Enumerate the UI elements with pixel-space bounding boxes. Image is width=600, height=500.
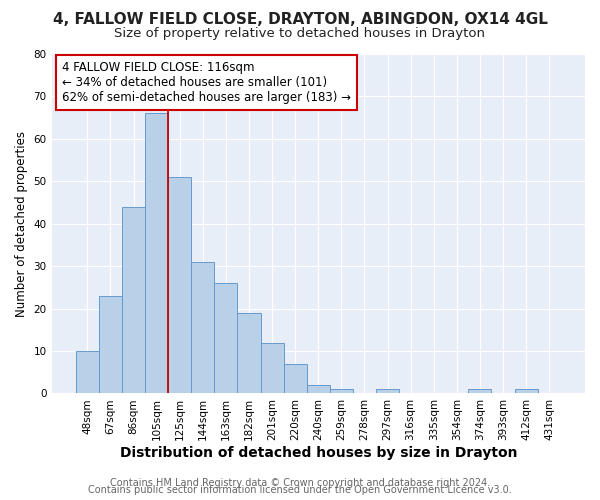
Bar [469, 389, 491, 394]
Text: Size of property relative to detached houses in Drayton: Size of property relative to detached ho… [115, 28, 485, 40]
X-axis label: Distribution of detached houses by size in Drayton: Distribution of detached houses by size … [119, 446, 517, 460]
Bar [214, 283, 238, 394]
Text: Contains public sector information licensed under the Open Government Licence v3: Contains public sector information licen… [88, 485, 512, 495]
Text: 4, FALLOW FIELD CLOSE, DRAYTON, ABINGDON, OX14 4GL: 4, FALLOW FIELD CLOSE, DRAYTON, ABINGDON… [53, 12, 547, 28]
Bar [122, 207, 145, 394]
Text: 4 FALLOW FIELD CLOSE: 116sqm
← 34% of detached houses are smaller (101)
62% of s: 4 FALLOW FIELD CLOSE: 116sqm ← 34% of de… [62, 61, 351, 104]
Bar [307, 385, 330, 394]
Bar [330, 389, 353, 394]
Bar [376, 389, 399, 394]
Bar [145, 114, 168, 394]
Bar [515, 389, 538, 394]
Bar [238, 313, 260, 394]
Bar [191, 262, 214, 394]
Y-axis label: Number of detached properties: Number of detached properties [15, 130, 28, 316]
Bar [284, 364, 307, 394]
Bar [99, 296, 122, 394]
Text: Contains HM Land Registry data © Crown copyright and database right 2024.: Contains HM Land Registry data © Crown c… [110, 478, 490, 488]
Bar [168, 177, 191, 394]
Bar [76, 351, 99, 394]
Bar [260, 342, 284, 394]
